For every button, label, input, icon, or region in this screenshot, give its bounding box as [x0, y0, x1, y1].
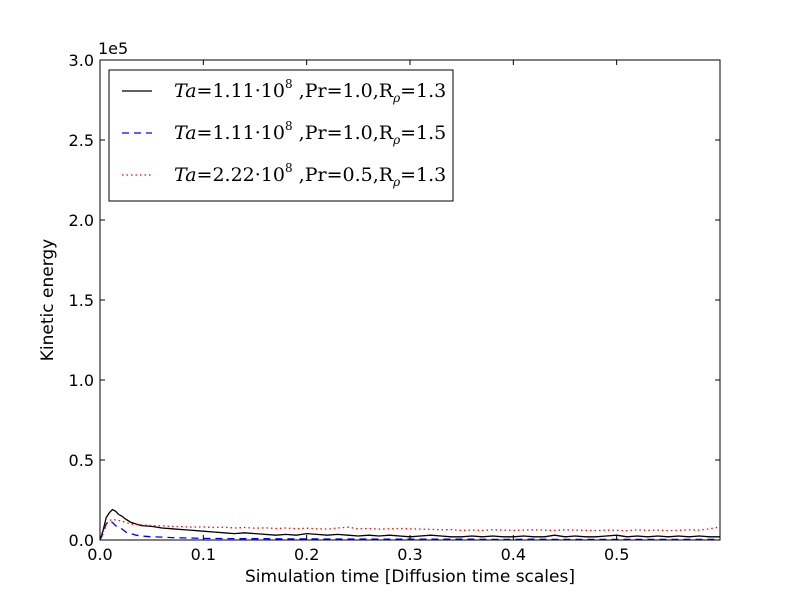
legend: Ta=1.11·108 ,Pr=1.0,Rρ=1.3Ta=1.11·108 ,P… [108, 69, 454, 202]
legend-part-sub: ρ [392, 91, 400, 105]
x-tick-label: 0.2 [294, 545, 319, 564]
series-line-2 [99, 520, 720, 541]
legend-part-rest1: ,Pr=0.5,R [293, 164, 394, 186]
series-line-3 [99, 518, 721, 541]
legend-part-rest2: =1.3 [400, 164, 446, 186]
legend-label-3: Ta=2.22·108 ,Pr=0.5,Rρ=1.3 [174, 161, 446, 189]
legend-part-sup: 8 [285, 119, 293, 133]
y-tick-label: 2.0 [69, 211, 94, 230]
ticks-layer: 0.0 0.1 0.2 0.3 0.4 0.5 0.0 0.5 1.0 1.5 2.0 2.5 3.0 [69, 51, 720, 564]
legend-label-1: Ta=1.11·108 ,Pr=1.0,Rρ=1.3 [174, 77, 446, 105]
legend-part-rest2: =1.3 [400, 80, 446, 102]
legend-part-val: =1.11·10 [197, 122, 285, 144]
series-layer [99, 508, 721, 541]
legend-part-sub: ρ [392, 133, 400, 147]
legend-part-val: =1.11·10 [197, 80, 285, 102]
y-tick-label: 0.5 [69, 451, 94, 470]
y-tick-label: 2.5 [69, 131, 94, 150]
legend-part-sup: 8 [285, 77, 293, 91]
legend-frame [108, 69, 454, 202]
legend-part-rest1: ,Pr=1.0,R [293, 122, 394, 144]
legend-part-sup: 8 [285, 161, 293, 175]
legend-part-prefix: Ta [174, 122, 197, 144]
y-tick-label: 1.0 [69, 371, 94, 390]
y-tick-label: 0.0 [69, 531, 94, 550]
x-axis-label: Simulation time [Diffusion time scales] [245, 567, 575, 587]
legend-part-sub: ρ [392, 175, 400, 189]
legend-part-rest1: ,Pr=1.0,R [293, 80, 394, 102]
legend-part-prefix: Ta [174, 80, 197, 102]
series-line-1 [99, 508, 720, 541]
legend-part-val: =2.22·10 [197, 164, 285, 186]
y-tick-label: 3.0 [69, 51, 94, 70]
x-tick-label: 0.4 [501, 545, 526, 564]
x-tick-label: 0.0 [87, 545, 112, 564]
legend-label-2: Ta=1.11·108 ,Pr=1.0,Rρ=1.5 [174, 119, 446, 147]
legend-part-rest2: =1.5 [400, 122, 446, 144]
y-axis-label: Kinetic energy [38, 239, 58, 361]
x-tick-label: 0.3 [397, 545, 422, 564]
y-tick-label: 1.5 [69, 291, 94, 310]
x-tick-label: 0.5 [604, 545, 629, 564]
legend-part-prefix: Ta [174, 164, 197, 186]
x-tick-label: 0.1 [191, 545, 216, 564]
plot-frame [99, 59, 721, 541]
y-offset-label: 1e5 [98, 39, 128, 58]
